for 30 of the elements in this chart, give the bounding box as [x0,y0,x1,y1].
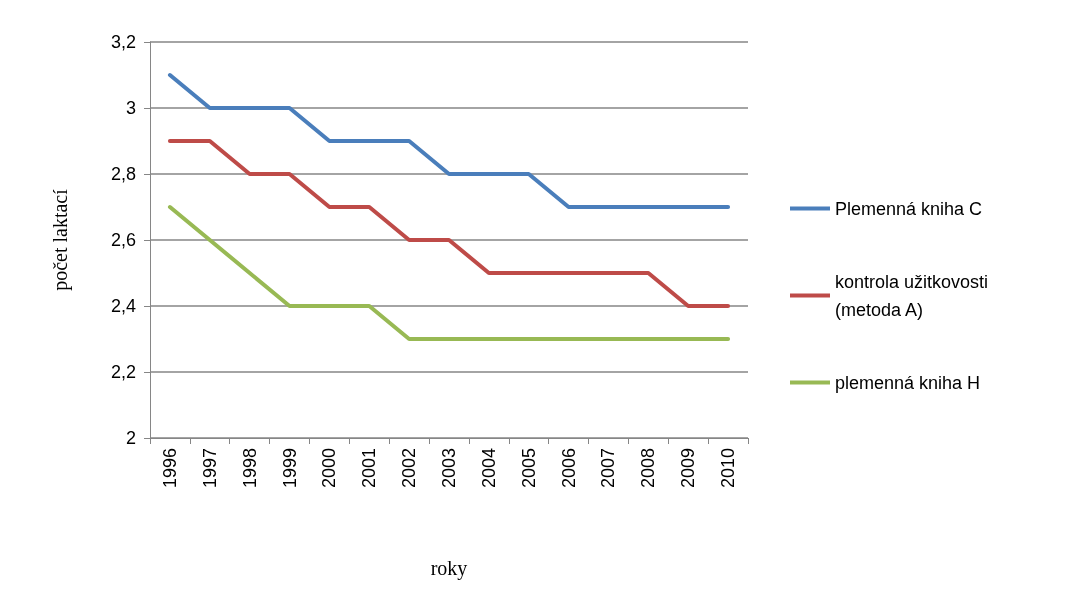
x-tick-label: 2006 [558,448,579,489]
x-tick-label: 2000 [319,448,340,489]
y-tick-label: 3 [125,98,136,118]
y-tick-label: 3,2 [110,32,136,52]
x-tick-label: 1997 [199,448,220,489]
x-tick-label: 2008 [638,448,659,489]
legend-label: plemenná kniha H [835,372,981,393]
x-tick-label: 2001 [359,448,380,489]
line-series [167,139,731,308]
x-tick-label: 2009 [678,448,699,489]
y-axis-title: počet laktací [49,188,72,291]
y-tick-label: 2 [125,428,136,448]
x-tick-label: 2010 [718,448,739,489]
x-tick-label: 2004 [478,448,499,489]
x-tick-label: 2002 [399,448,420,489]
x-tick-label: 1999 [279,448,300,489]
line-series [167,205,731,341]
x-tick-label: 2007 [598,448,619,489]
x-tick-label: 1996 [159,448,180,489]
x-tick-label: 2005 [518,448,539,489]
line-series [167,73,731,209]
legend-label: Plemenná kniha C [835,198,983,219]
x-axis-title: roky [430,557,468,580]
y-tick-label: 2,8 [110,164,136,184]
legend-label: kontrola užitkovosti (metoda A) [835,271,994,320]
x-tick-label: 1998 [239,448,260,489]
y-tick-label: 2,6 [110,230,136,250]
y-tick-label: 2,2 [110,362,136,382]
y-tick-label: 2,4 [110,296,136,316]
x-tick-label: 2003 [439,448,459,489]
